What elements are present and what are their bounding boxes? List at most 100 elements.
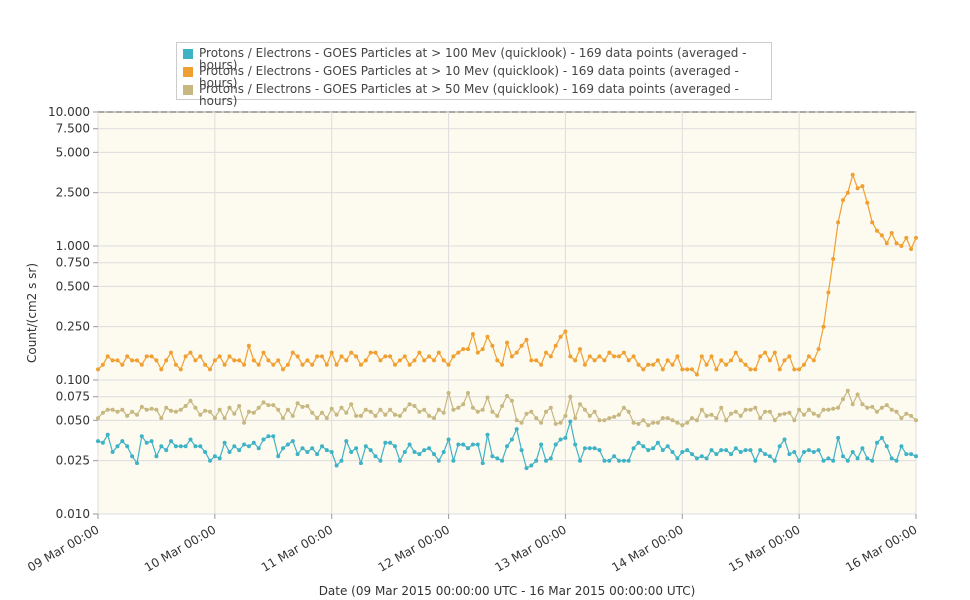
data-point[interactable] <box>544 458 548 463</box>
data-point[interactable] <box>358 461 363 466</box>
data-point[interactable] <box>100 440 105 445</box>
data-point[interactable] <box>115 409 120 414</box>
data-point[interactable] <box>329 350 334 355</box>
data-point[interactable] <box>582 362 587 367</box>
data-point[interactable] <box>456 405 461 410</box>
data-point[interactable] <box>344 358 349 363</box>
data-point[interactable] <box>558 420 563 425</box>
data-point[interactable] <box>870 458 875 463</box>
data-point[interactable] <box>310 362 315 367</box>
data-point[interactable] <box>373 413 378 418</box>
data-point[interactable] <box>660 448 665 453</box>
data-point[interactable] <box>339 354 344 359</box>
data-point[interactable] <box>422 358 427 363</box>
data-point[interactable] <box>208 409 212 414</box>
data-point[interactable] <box>251 440 256 445</box>
data-point[interactable] <box>889 456 894 461</box>
data-point[interactable] <box>276 407 281 412</box>
data-point[interactable] <box>135 412 139 417</box>
data-point[interactable] <box>875 228 879 233</box>
data-point[interactable] <box>505 444 509 449</box>
data-point[interactable] <box>358 362 363 367</box>
data-point[interactable] <box>149 406 154 411</box>
data-point[interactable] <box>806 354 811 359</box>
data-point[interactable] <box>256 405 261 410</box>
data-point[interactable] <box>305 450 310 454</box>
data-point[interactable] <box>237 404 242 408</box>
data-point[interactable] <box>821 324 826 329</box>
data-point[interactable] <box>290 350 295 355</box>
data-point[interactable] <box>519 343 524 348</box>
data-point[interactable] <box>212 416 217 421</box>
data-point[interactable] <box>300 404 305 409</box>
data-point[interactable] <box>553 421 558 426</box>
data-point[interactable] <box>914 235 918 240</box>
data-point[interactable] <box>553 343 558 348</box>
data-point[interactable] <box>315 354 320 359</box>
data-point[interactable] <box>320 444 324 449</box>
data-point[interactable] <box>826 456 831 461</box>
data-point[interactable] <box>281 446 285 451</box>
data-point[interactable] <box>203 450 208 454</box>
data-point[interactable] <box>607 458 612 463</box>
data-point[interactable] <box>568 354 573 359</box>
data-point[interactable] <box>485 395 490 400</box>
data-point[interactable] <box>441 450 446 454</box>
data-point[interactable] <box>276 454 281 459</box>
data-point[interactable] <box>733 409 738 414</box>
data-point[interactable] <box>178 444 183 449</box>
data-point[interactable] <box>441 358 446 363</box>
data-point[interactable] <box>397 413 402 418</box>
data-point[interactable] <box>738 358 743 363</box>
data-point[interactable] <box>670 362 675 367</box>
data-point[interactable] <box>135 461 139 466</box>
data-point[interactable] <box>724 418 729 423</box>
data-point[interactable] <box>173 444 178 449</box>
data-point[interactable] <box>548 456 553 461</box>
data-point[interactable] <box>427 413 432 418</box>
data-point[interactable] <box>349 402 354 407</box>
data-point[interactable] <box>295 401 300 406</box>
data-point[interactable] <box>612 454 617 459</box>
data-point[interactable] <box>402 450 407 454</box>
data-point[interactable] <box>665 416 670 421</box>
data-point[interactable] <box>592 446 597 451</box>
data-point[interactable] <box>797 407 802 412</box>
data-point[interactable] <box>198 412 203 417</box>
data-point[interactable] <box>295 452 300 457</box>
legend-item-10mev[interactable]: Protons / Electrons - GOES Particles at … <box>183 65 763 89</box>
data-point[interactable] <box>806 448 811 453</box>
data-point[interactable] <box>884 444 889 449</box>
data-point[interactable] <box>432 416 436 421</box>
data-point[interactable] <box>173 362 178 367</box>
data-point[interactable] <box>232 358 237 363</box>
data-point[interactable] <box>787 410 792 415</box>
data-point[interactable] <box>169 439 173 444</box>
data-point[interactable] <box>324 416 329 421</box>
data-point[interactable] <box>295 354 300 359</box>
data-point[interactable] <box>456 442 461 447</box>
data-point[interactable] <box>466 446 470 451</box>
data-point[interactable] <box>831 257 836 261</box>
data-point[interactable] <box>753 458 758 463</box>
data-point[interactable] <box>758 354 763 359</box>
data-point[interactable] <box>860 446 865 451</box>
data-point[interactable] <box>490 454 495 459</box>
data-point[interactable] <box>246 409 251 414</box>
data-point[interactable] <box>651 446 656 451</box>
data-point[interactable] <box>188 437 193 442</box>
data-point[interactable] <box>271 362 276 367</box>
data-point[interactable] <box>782 358 787 363</box>
data-point[interactable] <box>470 332 475 337</box>
data-point[interactable] <box>651 362 656 367</box>
data-point[interactable] <box>183 444 188 449</box>
data-point[interactable] <box>821 407 826 412</box>
data-point[interactable] <box>266 403 271 408</box>
data-point[interactable] <box>875 440 879 445</box>
data-point[interactable] <box>96 367 100 372</box>
data-point[interactable] <box>904 411 909 416</box>
data-point[interactable] <box>767 454 772 459</box>
data-point[interactable] <box>772 458 777 463</box>
data-point[interactable] <box>626 409 631 414</box>
data-point[interactable] <box>169 408 173 413</box>
